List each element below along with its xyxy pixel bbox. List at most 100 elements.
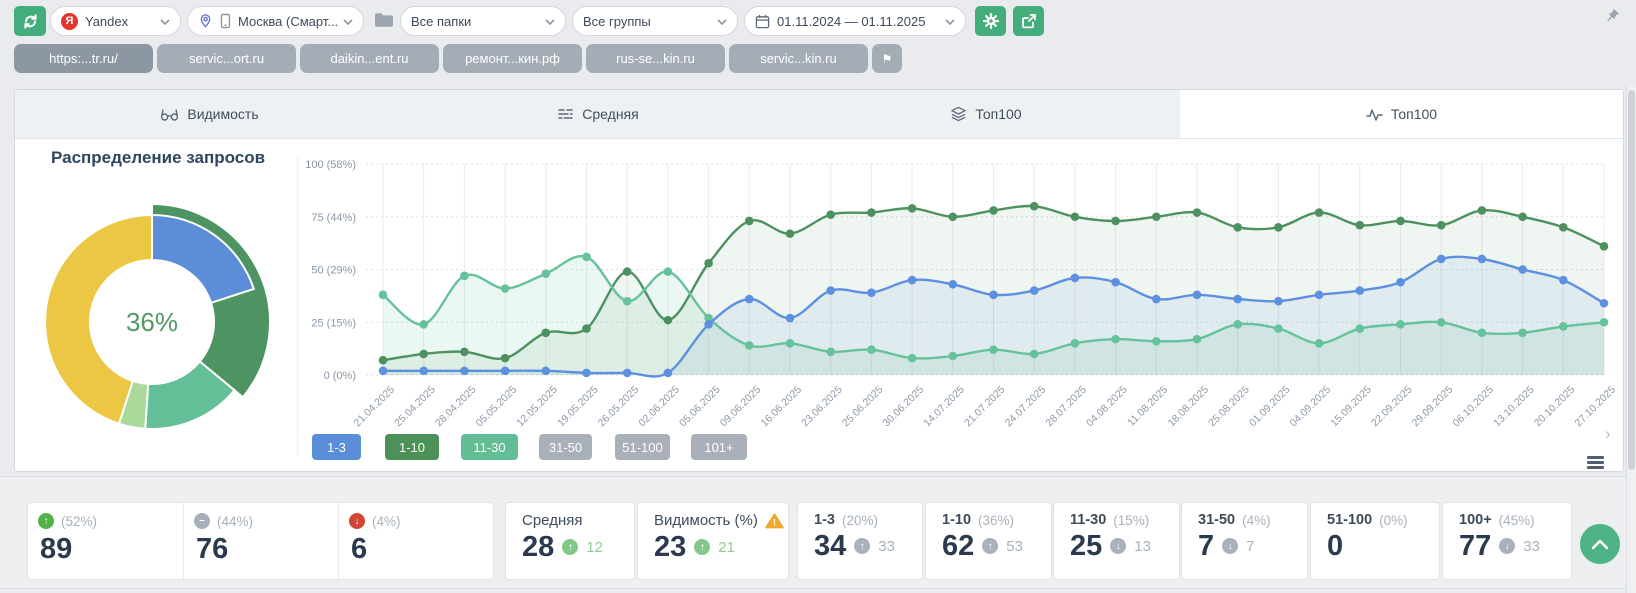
stat-percent: (15%) [1113,512,1150,528]
stat-percent: (45%) [1498,512,1535,528]
legend-button-11-30[interactable]: 11-30 [461,434,518,460]
data-point-1-3 [1599,298,1609,308]
stat-card-11-30: 11-30 (15%) 25 ↓ 13 [1053,502,1180,580]
data-point-1-10 [622,267,632,276]
domain-tab[interactable]: rus-se...kin.ru [586,44,725,73]
stat-value: 34 [814,530,847,562]
delta-up-icon: ↑ [854,538,871,554]
data-point-11-30 [745,341,754,350]
stat-value: 0 [1327,530,1344,562]
x-axis-label: 21.04.2025 [351,384,397,430]
data-point-1-3 [867,288,876,298]
domain-tab-flag[interactable]: ⚑ [872,44,902,73]
legend-button-101+[interactable]: 101+ [691,434,747,460]
date-range-value: 01.11.2024 — 01.11.2025 [777,13,926,29]
share-icon [1021,13,1037,29]
data-point-11-30 [907,353,917,363]
yandex-logo-icon: Я [61,12,78,30]
data-point-1-3 [907,275,917,285]
summary-section-flat: − (44%) 76 [183,503,338,579]
stat-card-1-10: 1-10 (36%) 62 ↑ 53 [925,502,1052,580]
data-point-11-30 [1233,320,1242,329]
data-point-1-10 [1111,216,1120,226]
legend-button-51-100[interactable]: 51-100 [615,434,670,460]
data-point-1-3 [460,366,469,376]
warning-icon: ! [765,512,784,529]
delta-down-icon: ↓ [1222,538,1239,554]
legend-button-1-3[interactable]: 1-3 [312,434,361,460]
delta-up-icon: ↑ [562,539,579,555]
scroll-right-icon[interactable]: › [1605,424,1611,443]
x-axis-label: 04.09.2025 [1288,384,1334,430]
domain-tab[interactable]: ремонт...кин.рф [443,44,582,73]
stat-label: Видимость (%) [654,512,758,529]
data-point-1-10 [1518,212,1527,222]
x-axis-label: 02.06.2025 [636,384,682,430]
y-axis-label: 0 (0%) [324,370,356,382]
x-axis-label: 19.05.2025 [555,384,601,430]
domain-tab[interactable]: https:...tr.ru/ [14,44,153,73]
data-point-1-3 [1192,290,1202,300]
summary-card: ↑ (52%) 89 − (44%) 76 ↓ (4%) 6 [27,502,494,580]
stat-percent: (36%) [978,512,1015,528]
data-point-11-30 [948,351,958,361]
data-point-1-3 [419,366,429,376]
main-panel: Видимость Средняя Топ100 Топ100 Распределен… [14,89,1624,472]
data-point-1-3 [541,366,551,376]
legend-button-1-10[interactable]: 1-10 [385,434,439,460]
tab-средняя[interactable]: Средняя [404,90,792,138]
refresh-button[interactable] [14,6,46,36]
date-range-select[interactable]: 01.11.2024 — 01.11.2025 [744,6,966,36]
location-pin-icon [198,13,213,29]
region-select[interactable]: Москва (Смарт... [187,6,364,36]
donut-slice-1-3[interactable] [151,213,256,305]
data-point-1-10 [785,229,795,238]
folder-icon[interactable] [374,12,394,28]
tab-видимость[interactable]: Видимость [15,90,404,138]
settings-button[interactable] [975,6,1006,36]
data-point-1-3 [1477,254,1487,264]
groups-select[interactable]: Все группы [572,6,738,36]
tab-топ100[interactable]: Топ100 [792,90,1180,138]
stat-card-100+: 100+ (45%) 77 ↓ 33 [1442,502,1572,580]
data-point-1-10 [1559,223,1568,232]
series-area-11-30 [383,256,1604,375]
data-point-1-10 [582,324,591,333]
search-engine-select[interactable]: Я Yandex [50,6,181,36]
data-point-11-30 [1396,320,1405,329]
data-point-1-10 [745,216,754,226]
stat-delta: 13 [1134,537,1151,555]
data-point-1-3 [1274,296,1283,306]
domain-tab[interactable]: daikin...ent.ru [300,44,439,73]
scroll-to-top-button[interactable] [1580,524,1620,564]
data-point-11-30 [1436,317,1446,327]
data-point-1-3 [826,286,835,295]
stat-delta: 33 [878,537,895,555]
y-axis-label: 50 (29%) [311,265,356,277]
data-point-1-3 [1396,277,1405,287]
tab-label: Видимость [187,106,259,122]
summary-percent: (4%) [372,513,401,529]
folders-select[interactable]: Все папки [400,6,566,36]
data-point-1-10 [989,206,998,215]
pin-icon[interactable] [1604,8,1622,26]
chart-menu-icon[interactable] [1587,456,1604,471]
calendar-icon [755,14,770,29]
domain-tab[interactable]: servic...ort.ru [157,44,296,73]
export-button[interactable] [1013,6,1044,36]
x-axis-label: 23.06.2025 [799,384,845,430]
glasses-icon [160,106,179,122]
legend-button-31-50[interactable]: 31-50 [539,434,592,460]
donut-slice-100+[interactable] [44,213,153,426]
tab-топ100-graph[interactable]: Топ100 [1180,90,1623,138]
data-point-11-30 [541,269,551,279]
data-point-1-10 [1192,208,1202,217]
x-axis-label: 06.10.2025 [1450,384,1496,430]
data-point-1-10 [1436,220,1446,230]
data-point-1-3 [1233,294,1242,304]
series-area-1-10 [383,205,1604,375]
data-point-11-30 [785,339,795,348]
chevron-down-icon [160,19,170,25]
scrollbar-thumb[interactable] [1628,90,1635,470]
domain-tab[interactable]: servic...kin.ru [729,44,868,73]
